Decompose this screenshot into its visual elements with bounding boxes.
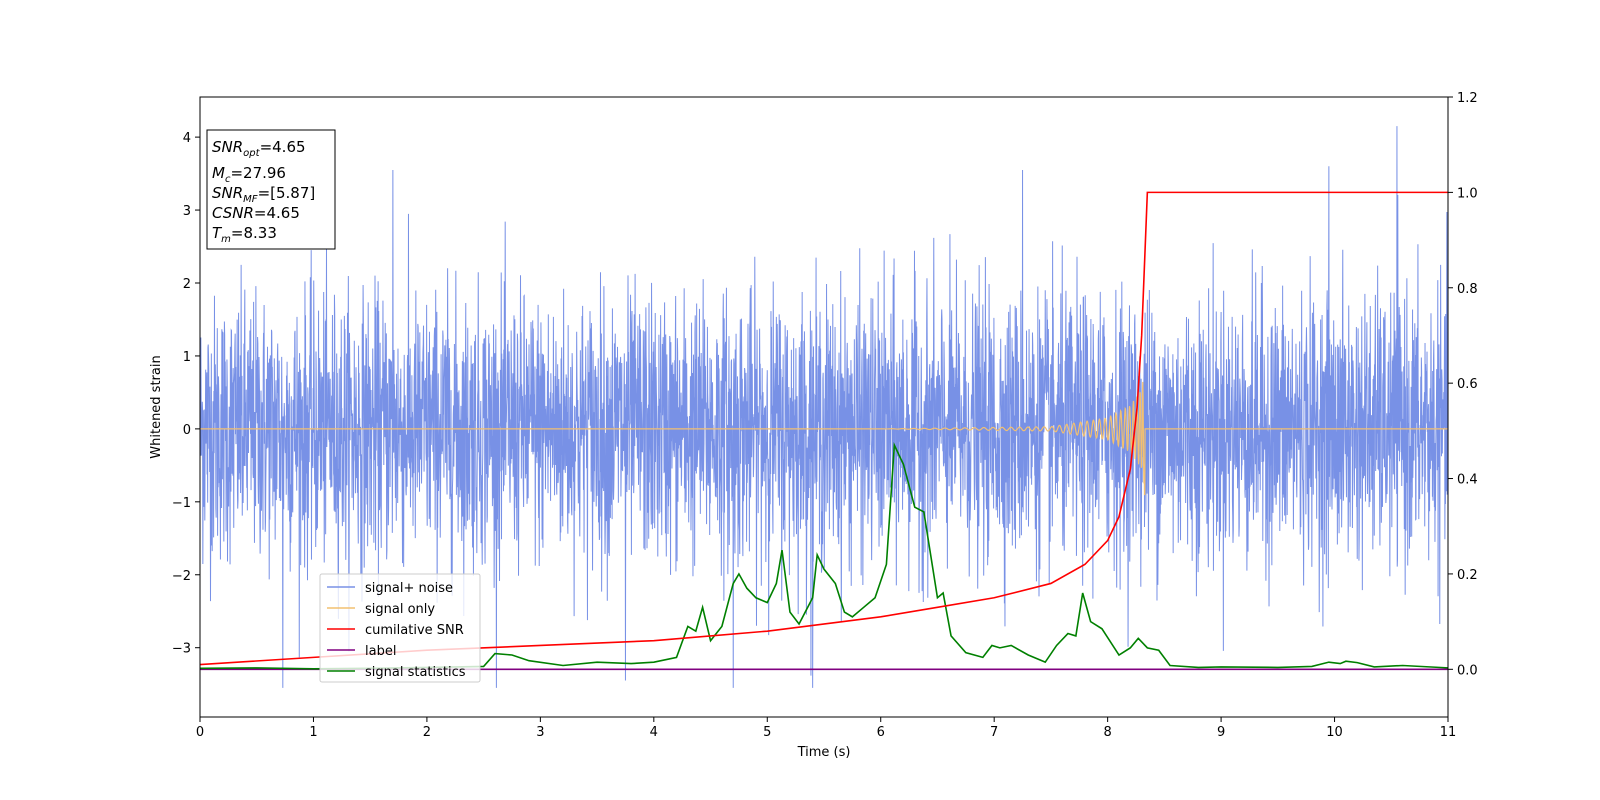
x-axis: 0 1 2 3 4 5 6 7 8 9 10 11: [196, 717, 1456, 740]
x-tick-label: 11: [1440, 725, 1457, 740]
x-tick-label: 5: [763, 725, 771, 740]
y-tick-label: −1: [172, 496, 191, 511]
x-tick-label: 3: [536, 725, 544, 740]
y-axis-right: 1.2 1.0 0.8 0.6 0.4 0.2 0.0: [1448, 91, 1478, 678]
y2-tick-label: 0.0: [1457, 663, 1478, 678]
y-tick-label: −2: [172, 569, 191, 584]
info-tm-var: T: [212, 224, 223, 242]
x-tick-label: 0: [196, 725, 204, 740]
info-snr-mf-sub: MF: [243, 194, 258, 205]
info-csnr: CSNR=4.65: [212, 204, 300, 222]
legend-label-signal-statistics: signal statistics: [365, 665, 466, 680]
y-tick-label: 4: [183, 131, 191, 146]
legend-label-label: label: [365, 644, 396, 659]
info-snr-opt-var: SNR: [212, 138, 243, 156]
y-axis-label: Whitened strain: [149, 355, 164, 458]
info-box: SNRopt=4.65 Mc=27.96 SNRMF=[5.87] CSNR=4…: [206, 129, 336, 250]
info-snr-mf-value: =[5.87]: [258, 184, 316, 202]
info-box-frame: [206, 129, 336, 250]
info-mc-var: M: [212, 164, 225, 182]
info-snr-opt-value: =4.65: [260, 138, 306, 156]
x-tick-label: 1: [309, 725, 317, 740]
x-tick-label: 4: [650, 725, 658, 740]
info-mc: Mc=27.96: [212, 164, 286, 185]
y-axis-left: 4 3 2 1 0 −1 −2 −3: [172, 131, 200, 657]
x-axis-label: Time (s): [797, 745, 851, 760]
info-snr-opt: SNRopt=4.65: [212, 138, 306, 159]
info-mc-value: =27.96: [230, 164, 286, 182]
legend-label-cumulative-snr: cumilative SNR: [365, 623, 464, 638]
info-tm-value: =8.33: [231, 224, 277, 242]
y-tick-label: 2: [183, 277, 191, 292]
info-csnr-var: CSNR: [212, 204, 254, 222]
y-tick-label: 0: [183, 423, 191, 438]
series-cumulative-snr-line: [200, 191, 1448, 666]
y-tick-label: 1: [183, 350, 191, 365]
y2-tick-label: 1.0: [1457, 186, 1478, 201]
x-tick-label: 9: [1217, 725, 1225, 740]
x-tick-label: 2: [423, 725, 431, 740]
legend-label-signal-noise: signal+ noise: [365, 581, 453, 596]
y2-tick-label: 0.4: [1457, 473, 1478, 488]
info-snr-mf-var: SNR: [212, 184, 243, 202]
x-tick-label: 7: [990, 725, 998, 740]
legend-label-signal-only: signal only: [365, 602, 435, 617]
series-signal-only-line: [200, 381, 1448, 496]
info-tm-sub: m: [221, 234, 231, 245]
y2-tick-label: 0.2: [1457, 568, 1478, 583]
y-tick-label: −3: [172, 642, 191, 657]
info-tm: Tm=8.33: [212, 224, 277, 245]
info-mc-sub: c: [225, 174, 231, 185]
series-signal-statistics-line: [200, 442, 1448, 670]
series-signal-noise-line: [200, 126, 1448, 688]
x-tick-label: 6: [877, 725, 885, 740]
y2-tick-label: 0.8: [1457, 282, 1478, 297]
x-tick-label: 10: [1326, 725, 1343, 740]
info-csnr-value: =4.65: [254, 204, 300, 222]
y2-tick-label: 1.2: [1457, 91, 1478, 106]
plot-frame: [199, 96, 1449, 718]
legend: signal+ noise signal only cumilative SNR…: [319, 573, 481, 683]
x-tick-label: 8: [1103, 725, 1111, 740]
info-snr-opt-sub: opt: [243, 148, 260, 159]
y2-tick-label: 0.6: [1457, 377, 1478, 392]
info-snr-mf: SNRMF=[5.87]: [212, 184, 315, 205]
y-tick-label: 3: [183, 204, 191, 219]
legend-frame: [319, 573, 481, 683]
